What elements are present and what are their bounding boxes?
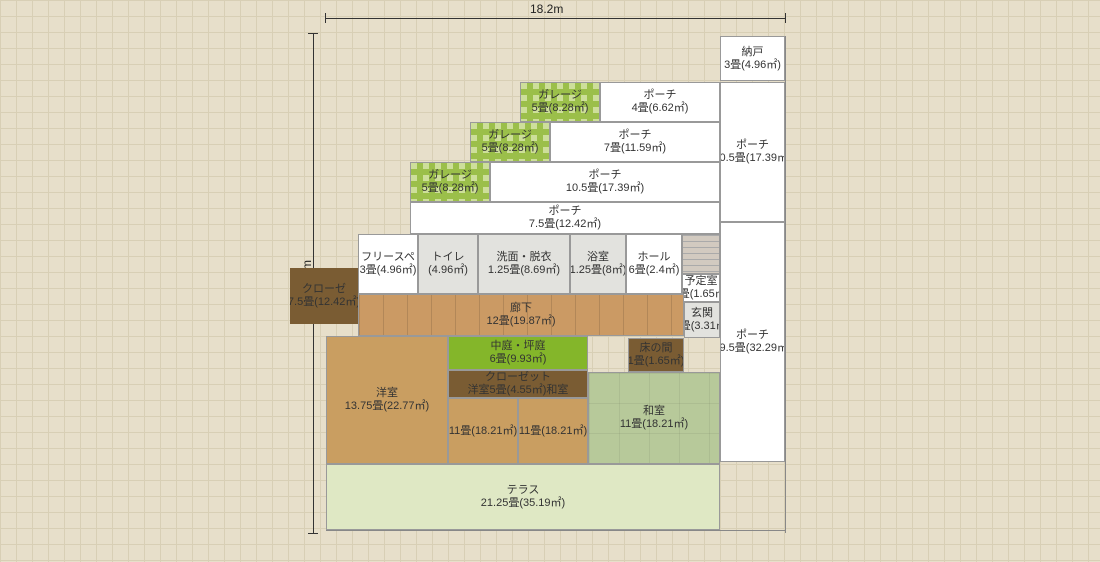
room-title: ガレージ: [538, 89, 582, 102]
room-yotei: 予定室1畳(1.65㎡): [682, 274, 720, 302]
room-size: 7.5畳(12.42㎡): [290, 296, 358, 309]
room-naka: 中庭・坪庭6畳(9.93㎡): [448, 336, 588, 370]
room-yoshitsu2: 11畳(18.21㎡): [448, 398, 518, 464]
room-senmen: 洗面・脱衣1.25畳(8.69㎡): [478, 234, 570, 294]
room-title: 玄関: [691, 307, 713, 320]
room-hall: ホール6畳(2.4㎡): [626, 234, 682, 294]
room-yoshitsu3: 11畳(18.21㎡): [518, 398, 588, 464]
room-title: ポーチ: [549, 205, 582, 218]
room-title: ポーチ: [736, 329, 769, 342]
room-title: 床の間: [640, 342, 673, 355]
room-size: (4.96㎡): [428, 264, 468, 277]
room-size: 11畳(18.21㎡): [449, 425, 517, 438]
room-porch19: ポーチ19.5畳(32.29㎡): [720, 222, 785, 462]
dim-tick: [308, 33, 318, 34]
room-size: 1.25畳(8.69㎡): [488, 264, 560, 277]
room-size: 6畳(9.93㎡): [490, 353, 547, 366]
room-title: 洗面・脱衣: [497, 251, 552, 264]
room-yokushitsu: 浴室1.25畳(8㎡): [570, 234, 626, 294]
room-title: 中庭・坪庭: [491, 340, 546, 353]
plan-bottom-border: [326, 530, 786, 531]
room-title: テラス: [507, 484, 540, 497]
room-garage2: ガレージ5畳(8.28㎡): [470, 122, 550, 162]
room-size: 21.25畳(35.19㎡): [481, 497, 565, 510]
dim-tick: [325, 13, 326, 23]
room-size: 7.5畳(12.42㎡): [529, 218, 601, 231]
room-size: 7畳(11.59㎡): [604, 142, 666, 155]
plan-right-border: [785, 36, 786, 533]
room-size: 3畳(4.96㎡): [724, 59, 781, 72]
room-title: 洋室: [376, 387, 398, 400]
room-size: 12畳(19.87㎡): [486, 315, 555, 328]
room-porch10r: ポーチ10.5畳(17.39㎡): [720, 82, 785, 222]
room-size: 13.75畳(22.77㎡): [345, 400, 429, 413]
room-title: ポーチ: [644, 89, 677, 102]
dim-tick: [308, 533, 318, 534]
room-porch7: ポーチ7畳(11.59㎡): [550, 122, 720, 162]
room-toko: 床の間1畳(1.65㎡): [628, 338, 684, 372]
room-size: 11畳(18.21㎡): [519, 425, 587, 438]
room-garage1: ガレージ5畳(8.28㎡): [520, 82, 600, 122]
room-title: ポーチ: [619, 129, 652, 142]
room-size: 5畳(8.28㎡): [422, 182, 479, 195]
dim-width-label: 18.2m: [530, 2, 563, 16]
room-title: トイレ: [432, 251, 465, 264]
room-title: 和室: [643, 405, 665, 418]
room-size: 4畳(6.62㎡): [632, 102, 689, 115]
room-genkan: 玄関2畳(3.31㎡): [684, 302, 720, 338]
room-stairs: [682, 234, 720, 274]
room-title: 予定室: [685, 275, 718, 288]
room-title: ガレージ: [428, 169, 472, 182]
room-size: 19.5畳(32.29㎡): [720, 342, 785, 355]
room-free: フリースペ3畳(4.96㎡): [358, 234, 418, 294]
room-closet1: クローゼ7.5畳(12.42㎡): [290, 268, 358, 324]
room-title: ガレージ: [488, 129, 532, 142]
room-size: 1畳(1.65㎡): [682, 288, 720, 301]
room-size: 洋室5畳(4.55㎡)和室: [468, 384, 569, 397]
room-size: 2畳(3.31㎡): [684, 320, 720, 333]
room-porch10: ポーチ10.5畳(17.39㎡): [490, 162, 720, 202]
room-size: 11畳(18.21㎡): [620, 418, 688, 431]
room-title: クローゼット: [485, 371, 551, 384]
room-title: クローゼ: [302, 283, 346, 296]
room-title: ポーチ: [736, 139, 769, 152]
room-yoshitsu1: 洋室13.75畳(22.77㎡): [326, 336, 448, 464]
room-size: 1畳(1.65㎡): [628, 355, 684, 368]
room-title: 浴室: [587, 251, 609, 264]
room-terrace: テラス21.25畳(35.19㎡): [326, 464, 720, 530]
room-rouka: 廊下12畳(19.87㎡): [358, 294, 684, 336]
room-toilet: トイレ(4.96㎡): [418, 234, 478, 294]
room-washitsu: 和室11畳(18.21㎡): [588, 372, 720, 464]
room-title: 納戸: [742, 46, 764, 59]
room-porch4: ポーチ4畳(6.62㎡): [600, 82, 720, 122]
floorplan-canvas: 18.2m 20.02m 納戸3畳(4.96㎡)ガレージ5畳(8.28㎡)ポーチ…: [0, 0, 1100, 562]
dim-tick: [785, 13, 786, 23]
room-garage3: ガレージ5畳(8.28㎡): [410, 162, 490, 202]
room-title: 廊下: [510, 302, 532, 315]
room-size: 6畳(2.4㎡): [629, 264, 680, 277]
room-size: 10.5畳(17.39㎡): [720, 152, 785, 165]
room-title: ホール: [638, 251, 671, 264]
room-porch7b: ポーチ7.5畳(12.42㎡): [410, 202, 720, 234]
room-size: 5畳(8.28㎡): [532, 102, 589, 115]
room-title: ポーチ: [589, 169, 622, 182]
room-size: 10.5畳(17.39㎡): [566, 182, 644, 195]
room-size: 1.25畳(8㎡): [570, 264, 626, 277]
room-closet2: クローゼット洋室5畳(4.55㎡)和室: [448, 370, 588, 398]
dim-line-top: [325, 18, 785, 19]
room-title: フリースペ: [361, 251, 415, 264]
room-nando: 納戸3畳(4.96㎡): [720, 36, 785, 81]
room-size: 3畳(4.96㎡): [360, 264, 417, 277]
room-size: 5畳(8.28㎡): [482, 142, 539, 155]
